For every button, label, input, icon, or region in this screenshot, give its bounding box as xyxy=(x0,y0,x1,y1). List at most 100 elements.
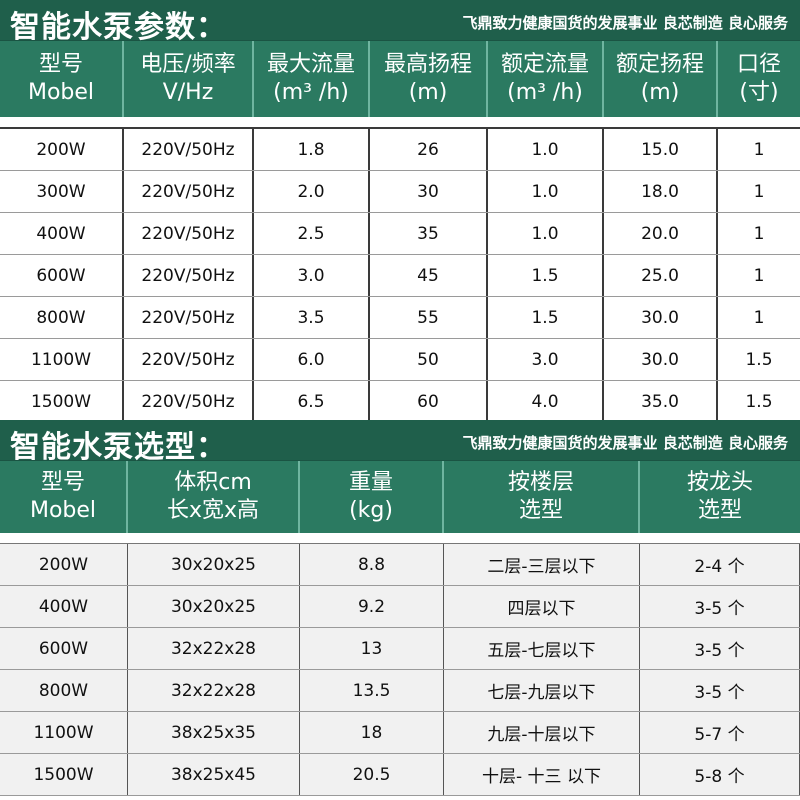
cell-voltage: 220V/50Hz xyxy=(124,213,254,254)
cell-model: 1500W xyxy=(0,754,128,795)
cell-caliber: 1 xyxy=(753,265,765,286)
cell-model: 400W xyxy=(0,586,128,627)
cell-rated-flow: 4.0 xyxy=(488,381,604,422)
cell-max-flow: 3.5 xyxy=(254,297,370,338)
table-row: 200W 30x20x25 8.8 二层-三层以下 2-4 个 xyxy=(0,544,800,586)
cell-rated-head: 30.0 xyxy=(604,339,718,380)
cell-tap-selection: 3-5 个 xyxy=(640,586,800,627)
cell-rated-head: 15.0 xyxy=(604,129,718,170)
cell-model: 400W xyxy=(0,213,124,254)
cell-model: 800W xyxy=(0,297,124,338)
cell-max-head: 50 xyxy=(370,339,488,380)
cell-max-flow: 6.0 xyxy=(254,339,370,380)
table-row: 200W 220V/50Hz 1.8 26 1.0 15.0 1 xyxy=(0,129,800,171)
cell-max-head: 45 xyxy=(370,255,488,296)
cell-caliber: 1 xyxy=(753,307,765,328)
cell-caliber: 1 xyxy=(753,223,765,244)
cell-volume: 32x22x28 xyxy=(128,628,300,669)
cell-weight: 20.5 xyxy=(300,754,444,795)
header-volume: 体积cm 长x宽x高 xyxy=(128,461,300,533)
cell-max-flow: 6.5 xyxy=(254,381,370,422)
header-voltage: 电压/频率 V/Hz xyxy=(124,41,254,117)
cell-caliber: 1.5 xyxy=(745,349,773,370)
cell-voltage: 220V/50Hz xyxy=(124,381,254,422)
table-row: 600W 32x22x28 13 五层-七层以下 3-5 个 xyxy=(0,628,800,670)
cell-weight: 9.2 xyxy=(300,586,444,627)
cell-max-head: 26 xyxy=(370,129,488,170)
table-header: 型号 Mobel 电压/频率 V/Hz 最大流量 (m³ /h) 最高扬程 (m) 额定… xyxy=(0,40,800,117)
cell-model: 300W xyxy=(0,171,124,212)
cell-model: 1100W xyxy=(0,712,128,753)
cell-weight: 18 xyxy=(300,712,444,753)
cell-rated-flow: 1.0 xyxy=(488,171,604,212)
cell-model: 1100W xyxy=(0,339,124,380)
cell-volume: 30x20x25 xyxy=(128,544,300,585)
cell-voltage: 220V/50Hz xyxy=(124,297,254,338)
cell-max-head: 60 xyxy=(370,381,488,422)
cell-model: 800W xyxy=(0,670,128,711)
section-title-band: 智能水泵参数： 飞鼎致力健康国货的发展事业 良芯制造 良心服务 xyxy=(0,0,800,45)
cell-max-flow: 2.0 xyxy=(254,171,370,212)
header-model: 型号 Mobel xyxy=(0,461,128,533)
table-row: 400W 220V/50Hz 2.5 35 1.0 20.0 1 xyxy=(0,213,800,255)
cell-model: 1500W xyxy=(0,381,124,422)
cell-voltage: 220V/50Hz xyxy=(124,255,254,296)
cell-weight: 13.5 xyxy=(300,670,444,711)
header-weight: 重量 (kg) xyxy=(300,461,444,533)
table-row: 1500W 220V/50Hz 6.5 60 4.0 35.0 1.5 xyxy=(0,381,800,423)
cell-floor-selection: 四层以下 xyxy=(444,586,640,627)
cell-rated-flow: 1.5 xyxy=(488,297,604,338)
section-title-band: 智能水泵选型： 飞鼎致力健康国货的发展事业 良芯制造 良心服务 xyxy=(0,420,800,465)
cell-caliber: 1.5 xyxy=(745,391,773,412)
slogan: 飞鼎致力健康国货的发展事业 良芯制造 良心服务 xyxy=(462,14,788,32)
cell-weight: 13 xyxy=(300,628,444,669)
header-model: 型号 Mobel xyxy=(0,41,124,117)
cell-model: 600W xyxy=(0,255,124,296)
cell-floor-selection: 九层-十层以下 xyxy=(444,712,640,753)
cell-rated-head: 35.0 xyxy=(604,381,718,422)
cell-voltage: 220V/50Hz xyxy=(124,129,254,170)
table-row: 800W 32x22x28 13.5 七层-九层以下 3-5 个 xyxy=(0,670,800,712)
cell-rated-flow: 1.0 xyxy=(488,129,604,170)
table-row: 300W 220V/50Hz 2.0 30 1.0 18.0 1 xyxy=(0,171,800,213)
table-row: 1500W 38x25x45 20.5 十层- 十三 以下 5-8 个 xyxy=(0,754,800,796)
header-rated-flow: 额定流量 (m³ /h) xyxy=(488,41,604,117)
header-max-flow: 最大流量 (m³ /h) xyxy=(254,41,370,117)
table-row: 1100W 220V/50Hz 6.0 50 3.0 30.0 1.5 xyxy=(0,339,800,381)
cell-rated-flow: 1.0 xyxy=(488,213,604,254)
cell-volume: 38x25x45 xyxy=(128,754,300,795)
table-row: 800W 220V/50Hz 3.5 55 1.5 30.0 1 xyxy=(0,297,800,339)
cell-rated-head: 18.0 xyxy=(604,171,718,212)
cell-rated-head: 25.0 xyxy=(604,255,718,296)
cell-floor-selection: 七层-九层以下 xyxy=(444,670,640,711)
cell-volume: 30x20x25 xyxy=(128,586,300,627)
cell-floor-selection: 五层-七层以下 xyxy=(444,628,640,669)
cell-voltage: 220V/50Hz xyxy=(124,339,254,380)
cell-caliber: 1 xyxy=(753,139,765,160)
cell-max-flow: 1.8 xyxy=(254,129,370,170)
cell-max-head: 35 xyxy=(370,213,488,254)
slogan: 飞鼎致力健康国货的发展事业 良芯制造 良心服务 xyxy=(462,434,788,452)
header-caliber: 口径 (寸) xyxy=(736,52,781,105)
cell-max-flow: 2.5 xyxy=(254,213,370,254)
section-title: 智能水泵选型： xyxy=(10,430,227,465)
pump-selection-section: 智能水泵选型： 飞鼎致力健康国货的发展事业 良芯制造 良心服务 型号 Mobel … xyxy=(0,420,800,796)
cell-model: 600W xyxy=(0,628,128,669)
cell-tap-selection: 5-8 个 xyxy=(640,754,800,795)
pump-parameters-section: 智能水泵参数： 飞鼎致力健康国货的发展事业 良芯制造 良心服务 型号 Mobel … xyxy=(0,0,800,423)
cell-max-head: 30 xyxy=(370,171,488,212)
table-row: 1100W 38x25x35 18 九层-十层以下 5-7 个 xyxy=(0,712,800,754)
cell-rated-flow: 3.0 xyxy=(488,339,604,380)
header-floor-selection: 按楼层 选型 xyxy=(444,461,640,533)
table-header: 型号 Mobel 体积cm 长x宽x高 重量 (kg) 按楼层 选型 按龙头 选型 xyxy=(0,460,800,533)
header-rated-head: 额定扬程 (m) xyxy=(604,41,718,117)
cell-volume: 32x22x28 xyxy=(128,670,300,711)
cell-weight: 8.8 xyxy=(300,544,444,585)
cell-tap-selection: 3-5 个 xyxy=(640,670,800,711)
cell-floor-selection: 二层-三层以下 xyxy=(444,544,640,585)
cell-model: 200W xyxy=(0,544,128,585)
header-tap-selection: 按龙头 选型 xyxy=(686,470,753,523)
cell-volume: 38x25x35 xyxy=(128,712,300,753)
table-row: 400W 30x20x25 9.2 四层以下 3-5 个 xyxy=(0,586,800,628)
cell-tap-selection: 5-7 个 xyxy=(640,712,800,753)
